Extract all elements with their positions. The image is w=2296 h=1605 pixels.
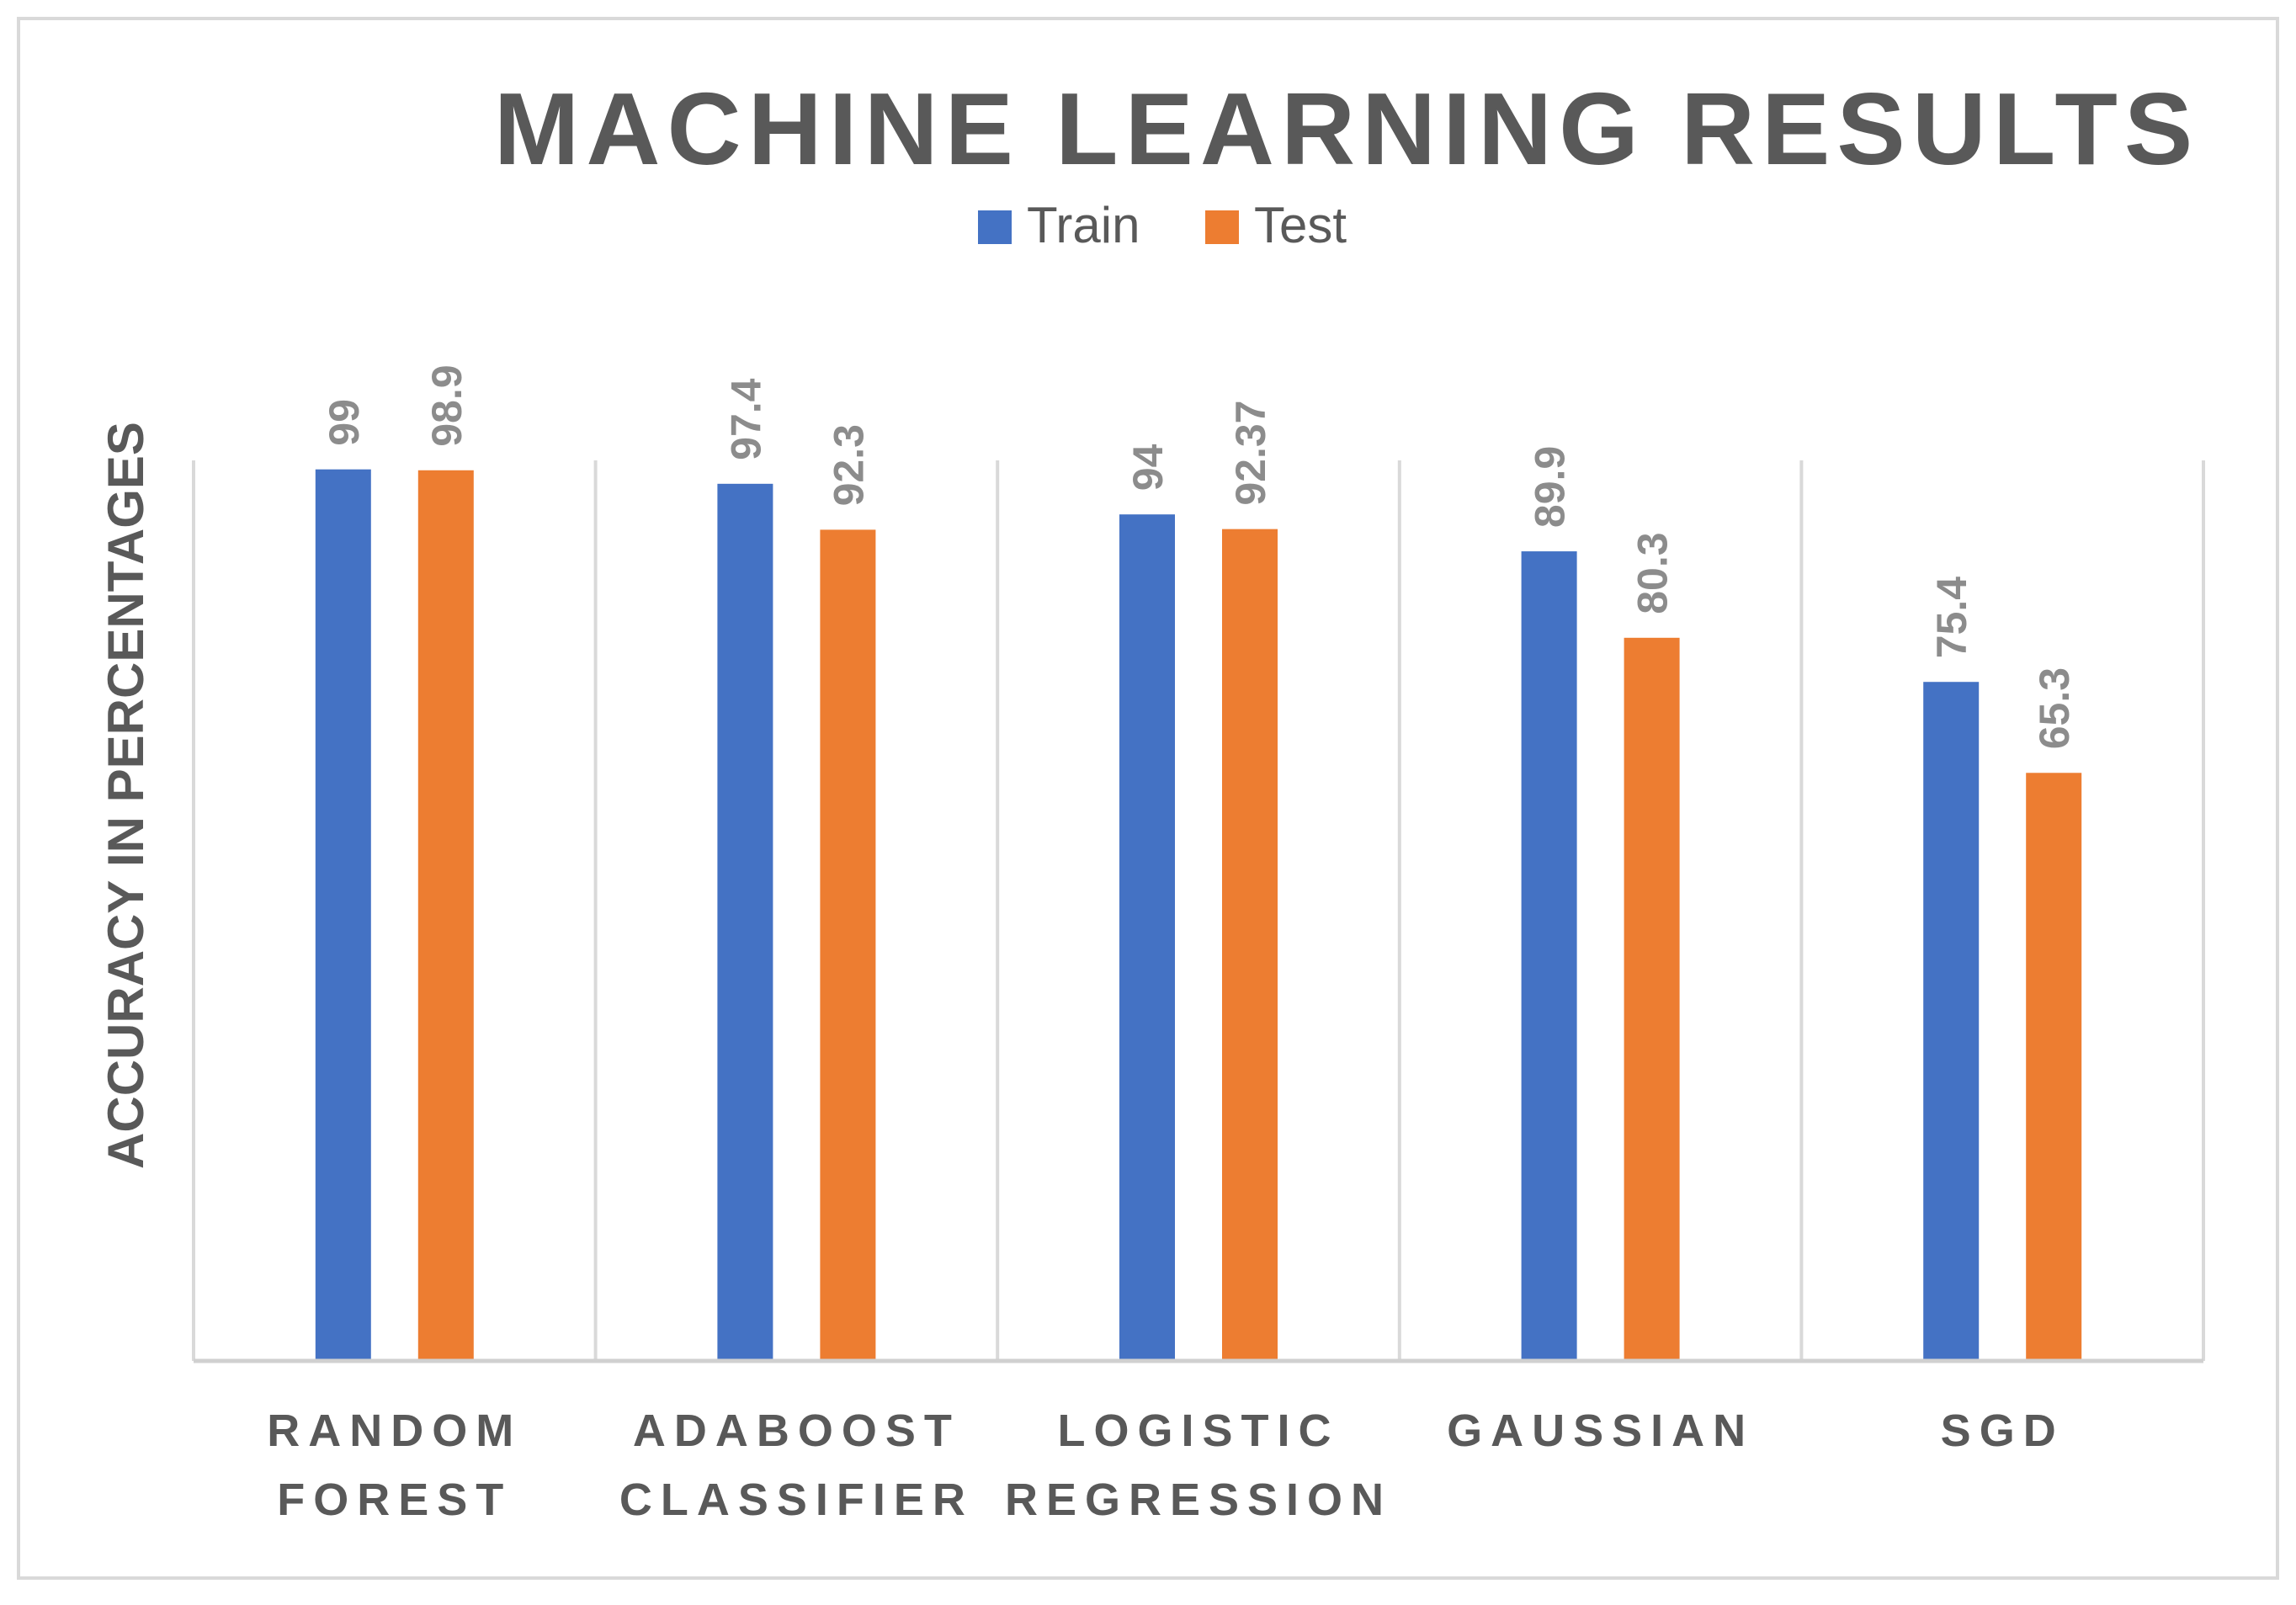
data-label-train: 97.4: [722, 378, 769, 460]
bar-train: [1119, 514, 1175, 1361]
bar-test: [1222, 529, 1278, 1361]
category-label: SGD: [1941, 1406, 2065, 1456]
data-label-test: 98.9: [423, 364, 470, 446]
bar-test: [417, 470, 474, 1361]
category-label: REGRESSION: [1005, 1475, 1392, 1525]
category-labels: RANDOM FOREST ADABOOST CLASSIFIER LOGISTIC RE…: [267, 1406, 2065, 1525]
bar-test: [1624, 637, 1680, 1361]
data-label-test: 65.3: [2031, 667, 2078, 749]
bar-train: [315, 469, 371, 1362]
bar-train: [717, 483, 773, 1361]
category-label: LOGISTIC: [1058, 1406, 1340, 1456]
legend: Train Test: [978, 197, 1347, 253]
data-labels: 99 97.4 94 89.9 75.4 98.9 92.3 92.37 80.3 65.3: [321, 364, 2078, 749]
legend-label-test: Test: [1254, 197, 1347, 253]
chart-title: MACHINE LEARNING RESULTS: [494, 72, 2200, 186]
category-label: FOREST: [277, 1475, 512, 1525]
y-axis-label: ACCURACY IN PERCENTAGES: [98, 422, 154, 1169]
data-label-train: 94: [1124, 444, 1172, 491]
data-label-test: 80.3: [1629, 532, 1677, 614]
data-label-test: 92.3: [825, 424, 872, 506]
category-label: ADABOOST: [633, 1406, 960, 1456]
bar-train: [1521, 551, 1577, 1361]
legend-swatch-train: [978, 210, 1012, 244]
category-gridlines: [192, 460, 2205, 1361]
bar-train: [1923, 682, 1980, 1361]
bar-test: [820, 529, 876, 1361]
legend-swatch-test: [1205, 210, 1239, 244]
data-label-train: 99: [321, 399, 368, 446]
category-label: RANDOM: [267, 1406, 522, 1456]
bar-test: [2026, 773, 2082, 1361]
data-label-test: 92.37: [1227, 401, 1274, 506]
bars: [315, 469, 2082, 1362]
category-label: CLASSIFIER: [619, 1475, 974, 1525]
data-label-train: 89.9: [1527, 446, 1574, 528]
category-label: GAUSSIAN: [1447, 1406, 1754, 1456]
data-label-train: 75.4: [1928, 577, 1975, 659]
legend-label-train: Train: [1027, 197, 1140, 253]
